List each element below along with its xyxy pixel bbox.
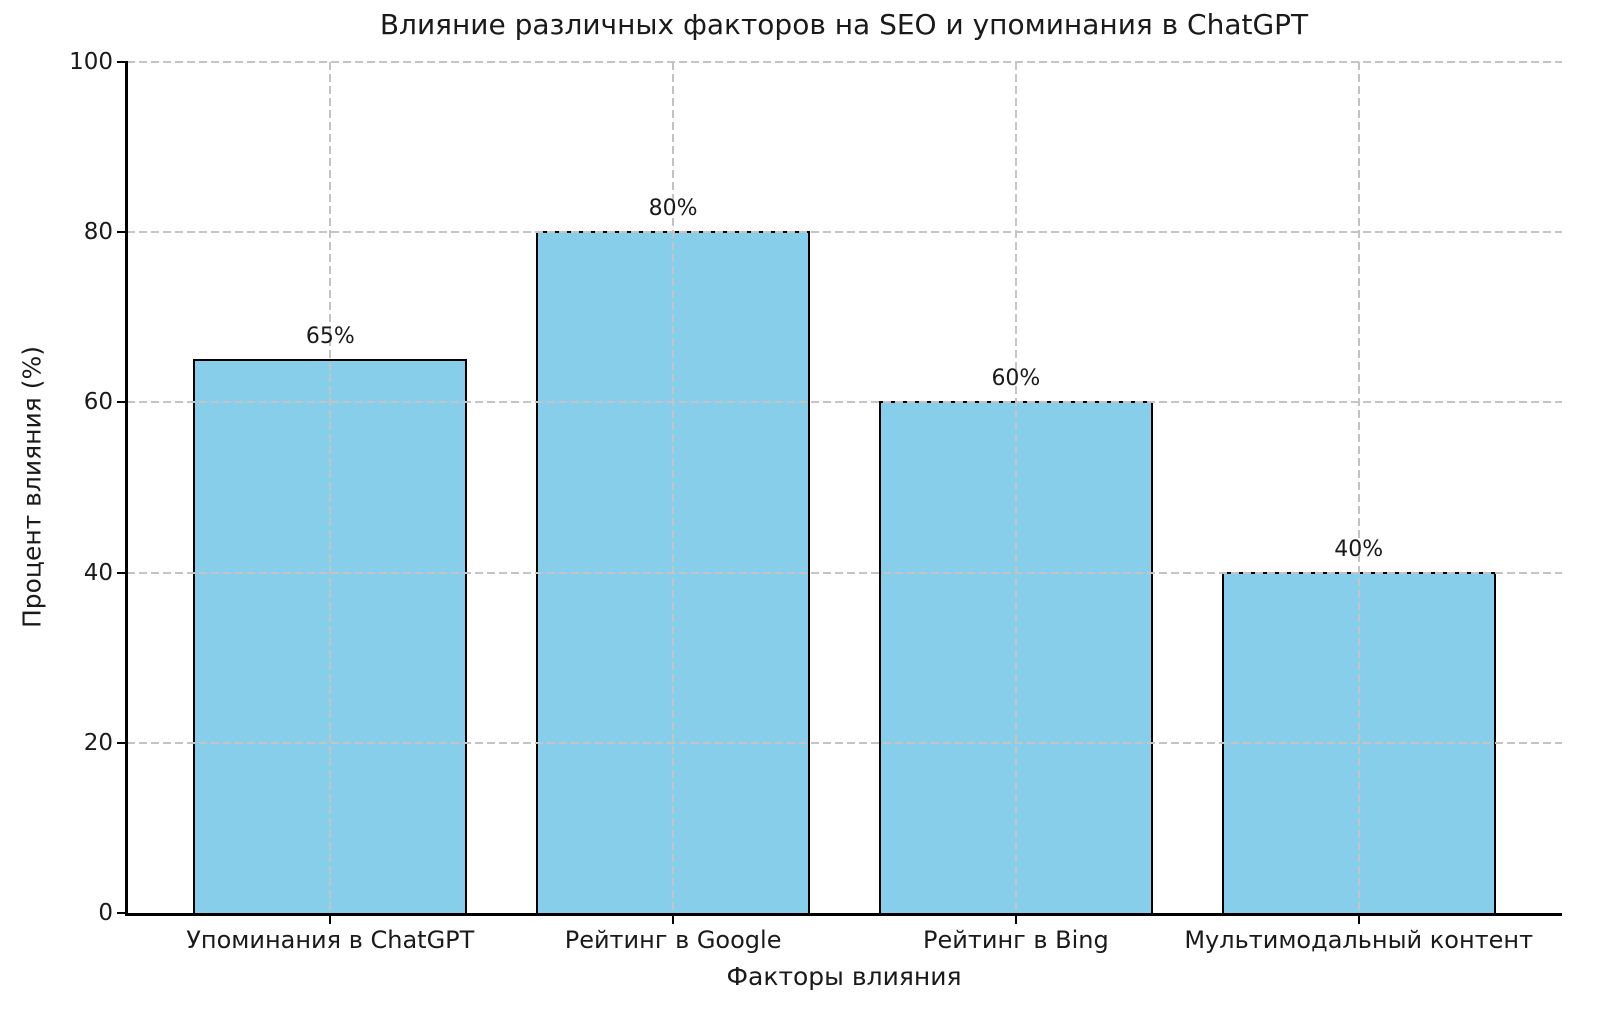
y-tick-label: 100 <box>69 49 113 75</box>
x-axis-label: Факторы влияния <box>726 962 962 991</box>
x-tick-label: Мультимодальный контент <box>1184 926 1534 954</box>
v-gridline <box>329 62 332 913</box>
x-tick-label: Рейтинг в Google <box>564 926 782 954</box>
h-gridline <box>127 231 1562 234</box>
x-axis-tick <box>1357 915 1360 924</box>
x-tick-label: Упоминания в ChatGPT <box>186 926 475 954</box>
y-tick-label: 60 <box>83 389 113 416</box>
y-tick-label: 40 <box>83 559 113 586</box>
h-gridline <box>127 571 1562 574</box>
x-axis-tick <box>672 915 675 924</box>
h-gridline <box>127 741 1562 744</box>
y-axis-tick <box>117 401 126 404</box>
bar-value-label: 40% <box>1334 536 1384 562</box>
y-axis-tick <box>117 571 126 574</box>
v-gridline <box>1014 62 1017 913</box>
x-axis-tick <box>1014 915 1017 924</box>
y-axis-spine <box>125 61 128 915</box>
h-gridline <box>127 401 1562 404</box>
v-gridline <box>672 62 675 913</box>
v-gridline <box>1357 62 1360 913</box>
bar-value-label: 60% <box>991 366 1041 392</box>
x-axis-spine <box>125 913 1562 916</box>
y-axis-tick <box>117 61 126 63</box>
y-axis-tick <box>117 741 126 744</box>
x-tick-label: Рейтинг в Bing <box>923 926 1109 954</box>
h-gridline <box>127 61 1562 63</box>
y-tick-label: 0 <box>98 900 113 926</box>
y-axis-tick <box>117 231 126 234</box>
chart-title: Влияние различных факторов на SEO и упом… <box>379 8 1309 41</box>
bar-value-label: 80% <box>648 196 698 222</box>
x-axis-tick <box>329 915 332 924</box>
y-tick-label: 20 <box>83 729 113 756</box>
y-axis-tick <box>117 912 126 914</box>
y-tick-label: 80 <box>83 219 113 246</box>
bar-value-label: 65% <box>305 323 355 349</box>
